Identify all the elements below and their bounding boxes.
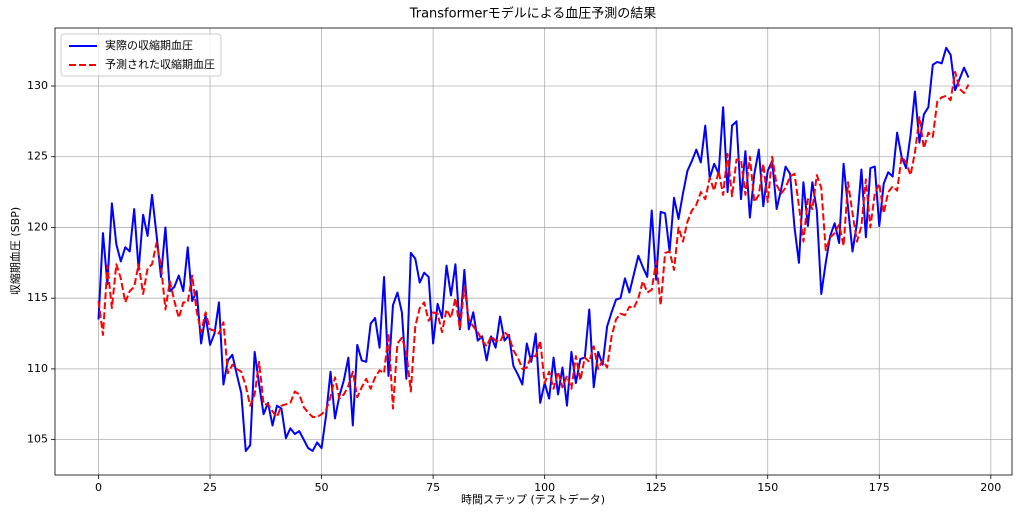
series-line [97, 70, 970, 418]
x-tick-label: 100 [534, 481, 555, 494]
legend-box [60, 33, 222, 77]
y-tick-label: 125 [27, 150, 48, 163]
y-tick-label: 110 [27, 362, 48, 375]
y-tick-label: 105 [27, 433, 48, 446]
x-tick-label: 200 [980, 481, 1001, 494]
y-axis-label: 収縮期血圧 (SBP) [8, 207, 22, 295]
y-tick-label: 130 [27, 79, 48, 92]
x-tick-label: 25 [203, 481, 217, 494]
y-tick-label: 120 [27, 220, 48, 233]
x-tick-label: 75 [426, 481, 440, 494]
plot-frame [54, 27, 1013, 476]
legend-label: 予測された収縮期血圧 [105, 57, 215, 71]
x-tick-label: 125 [646, 481, 667, 494]
x-tick-label: 175 [869, 481, 890, 494]
y-tick-label: 115 [27, 291, 48, 304]
x-tick-label: 0 [95, 481, 102, 494]
series-line [97, 46, 970, 452]
plot-area: 0 25 50 75 100 125 150 175 200 105 110 115 120 125 130 [27, 27, 1013, 494]
chart-title: Transformerモデルによる血圧予測の結果 [409, 6, 657, 22]
x-tick-label: 50 [315, 481, 329, 494]
x-tick-label: 150 [757, 481, 778, 494]
x-axis-label: 時間ステップ (テストデータ) [461, 492, 605, 506]
legend-label: 実際の収縮期血圧 [105, 38, 193, 52]
